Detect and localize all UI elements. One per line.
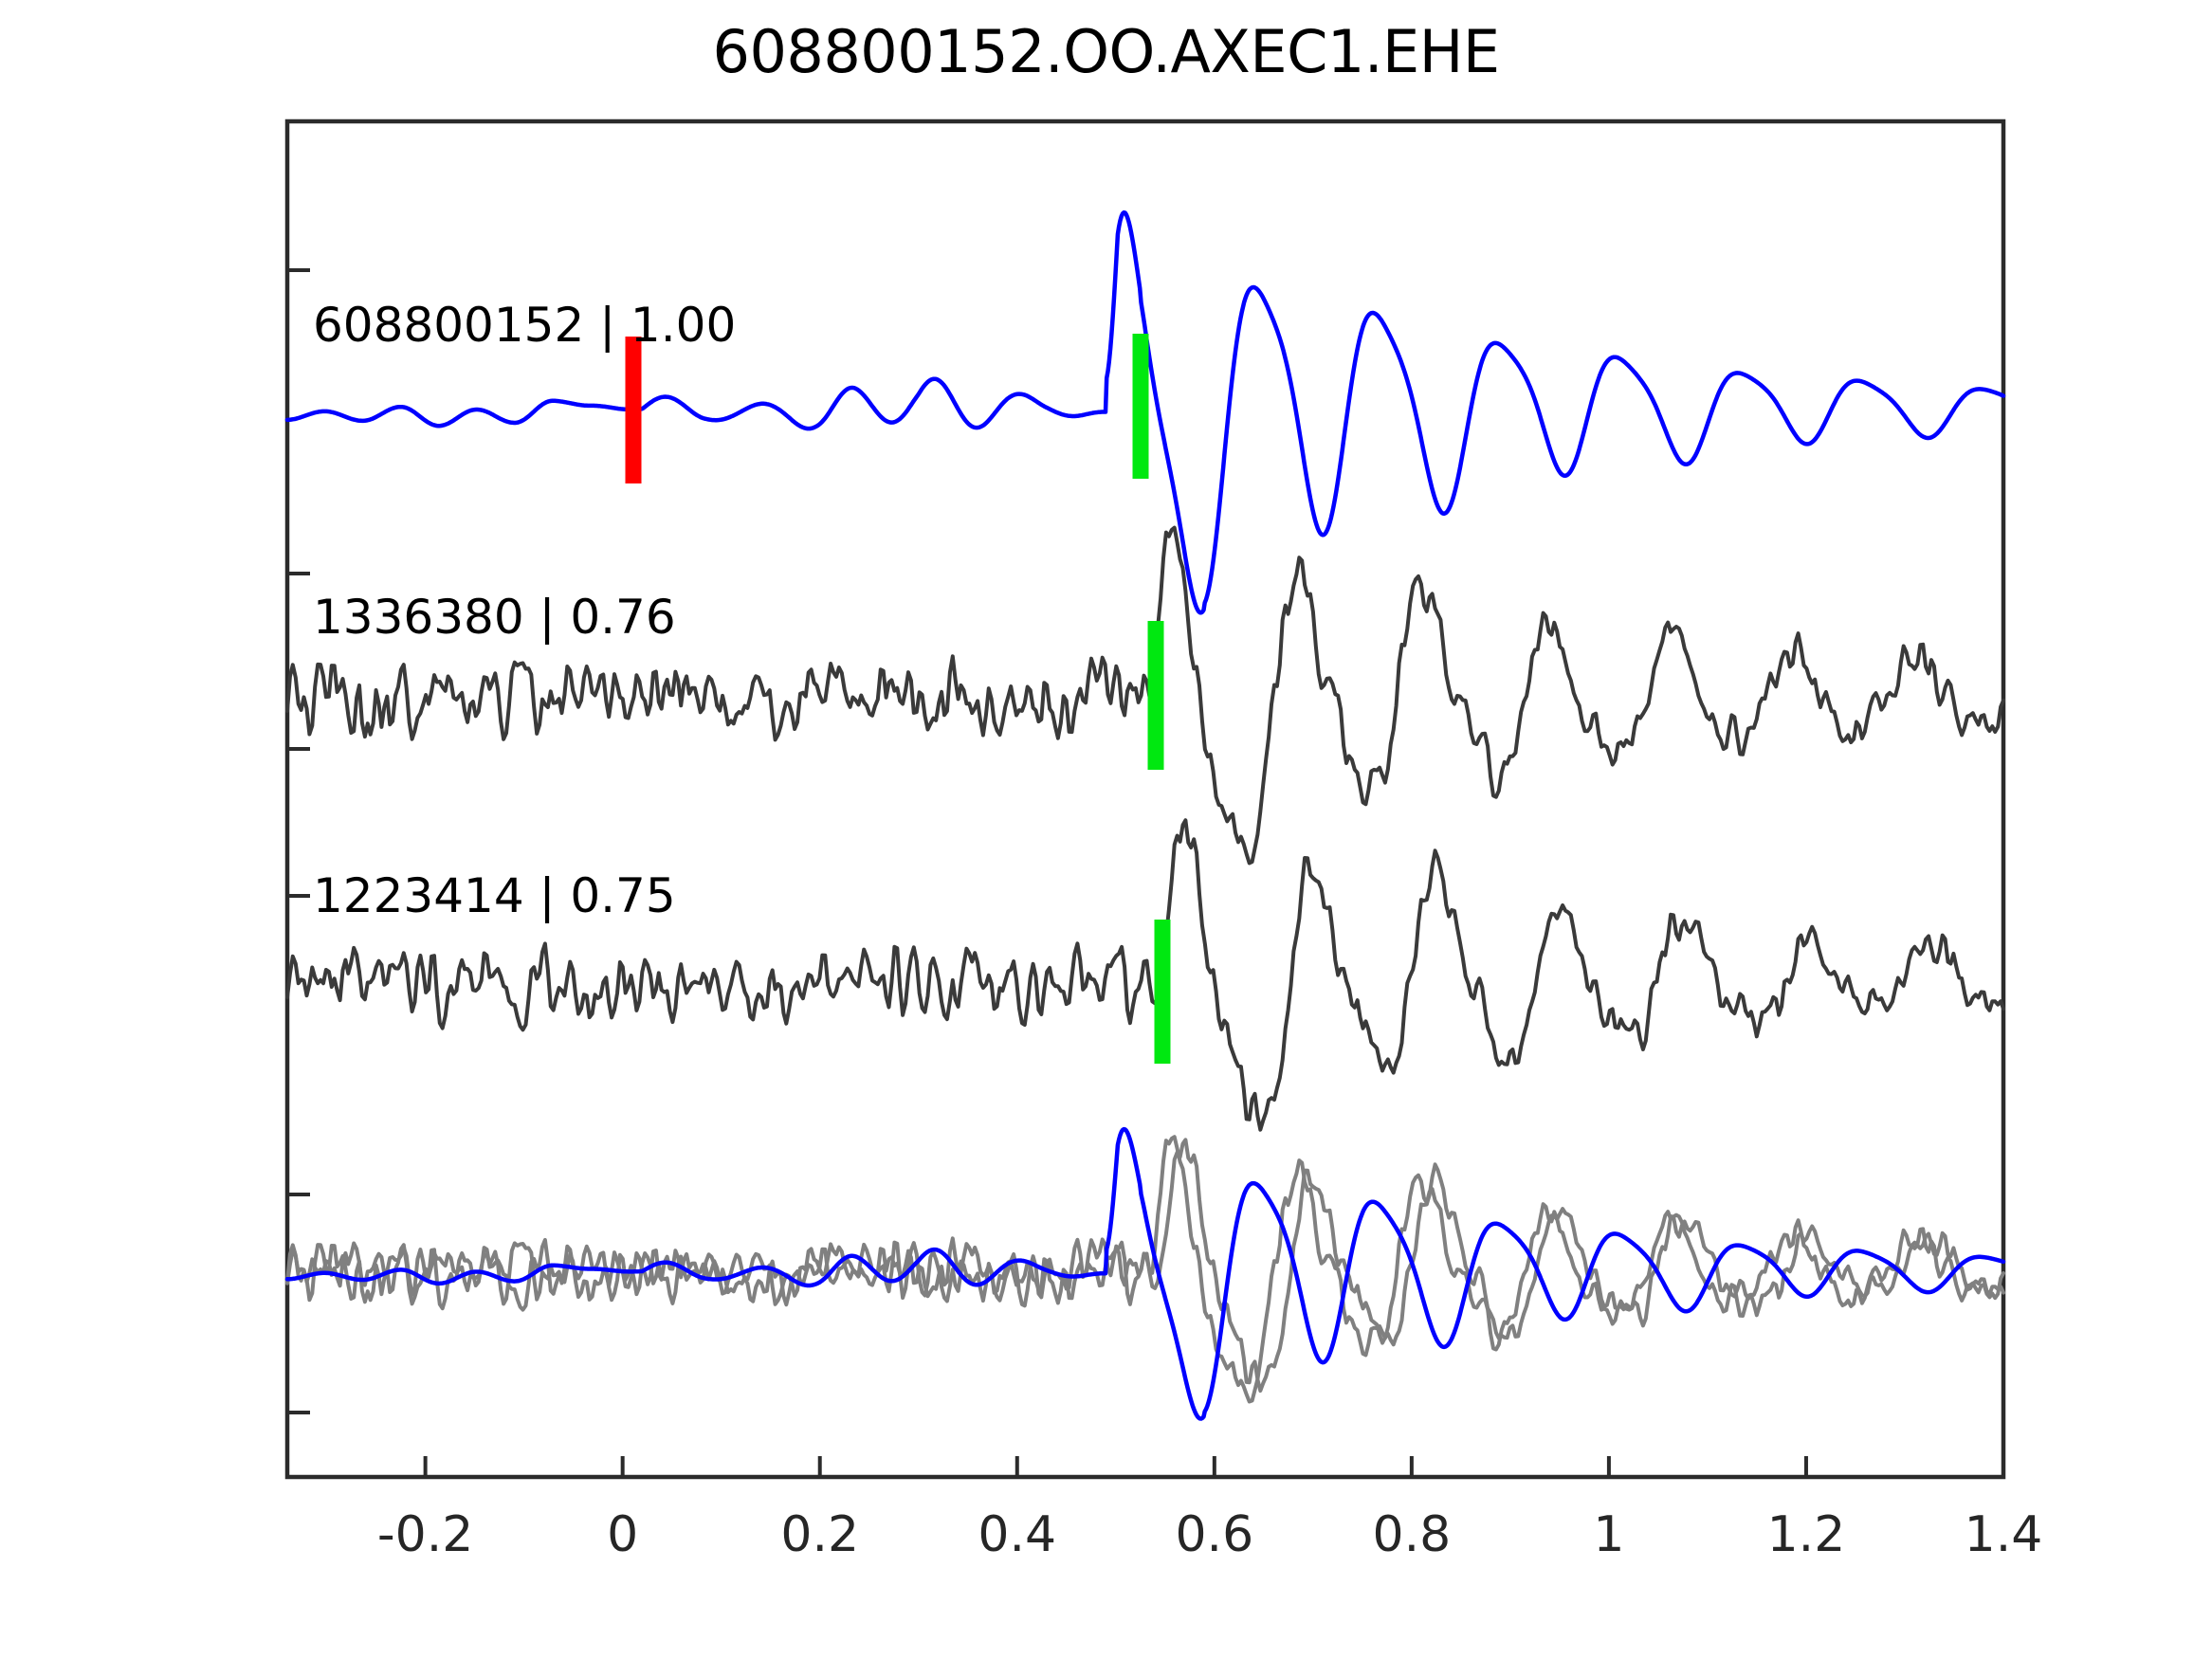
waveform-trace-1223414 <box>285 818 2005 1132</box>
axes-frame <box>284 118 2006 1480</box>
waveform-trace-1336380 <box>285 525 2005 866</box>
x-axis-tick-label: 0 <box>607 1506 638 1563</box>
x-axis-tick-label: 1.4 <box>1965 1506 2043 1563</box>
x-axis-tick-label: 0.4 <box>978 1506 1056 1563</box>
overlay-trace-1223414 <box>285 1138 2005 1393</box>
waveform-group <box>284 210 2006 1421</box>
x-axis-tick-label: -0.2 <box>377 1506 473 1563</box>
x-axis-tick-label: 0.2 <box>780 1506 859 1563</box>
x-axis-tick-label: 1.2 <box>1767 1506 1846 1563</box>
waveform-trace-608800152 <box>284 210 2006 615</box>
x-axis-tick-label: 0.6 <box>1175 1506 1253 1563</box>
plot-frame <box>284 118 2006 1480</box>
page-title: 608800152.OO.AXEC1.EHE <box>712 17 1501 86</box>
trace-label: 608800152 | 1.00 <box>313 298 736 353</box>
trace-label-group: 608800152 | 1.00 1336380 | 0.76 1223414 | … <box>313 298 736 923</box>
trace-label: 1336380 | 0.76 <box>313 590 676 645</box>
x-axis-tick-label: 0.8 <box>1373 1506 1452 1563</box>
x-axis-tick-label: 1 <box>1593 1506 1624 1563</box>
trace-label: 1223414 | 0.75 <box>313 868 676 923</box>
tick-label-group: -0.2 0 0.2 0.4 0.6 0.8 1 1.2 1.4 <box>377 1506 2042 1563</box>
marker-group <box>625 334 1171 1064</box>
overlay-trace-608800152 <box>284 1126 2006 1421</box>
